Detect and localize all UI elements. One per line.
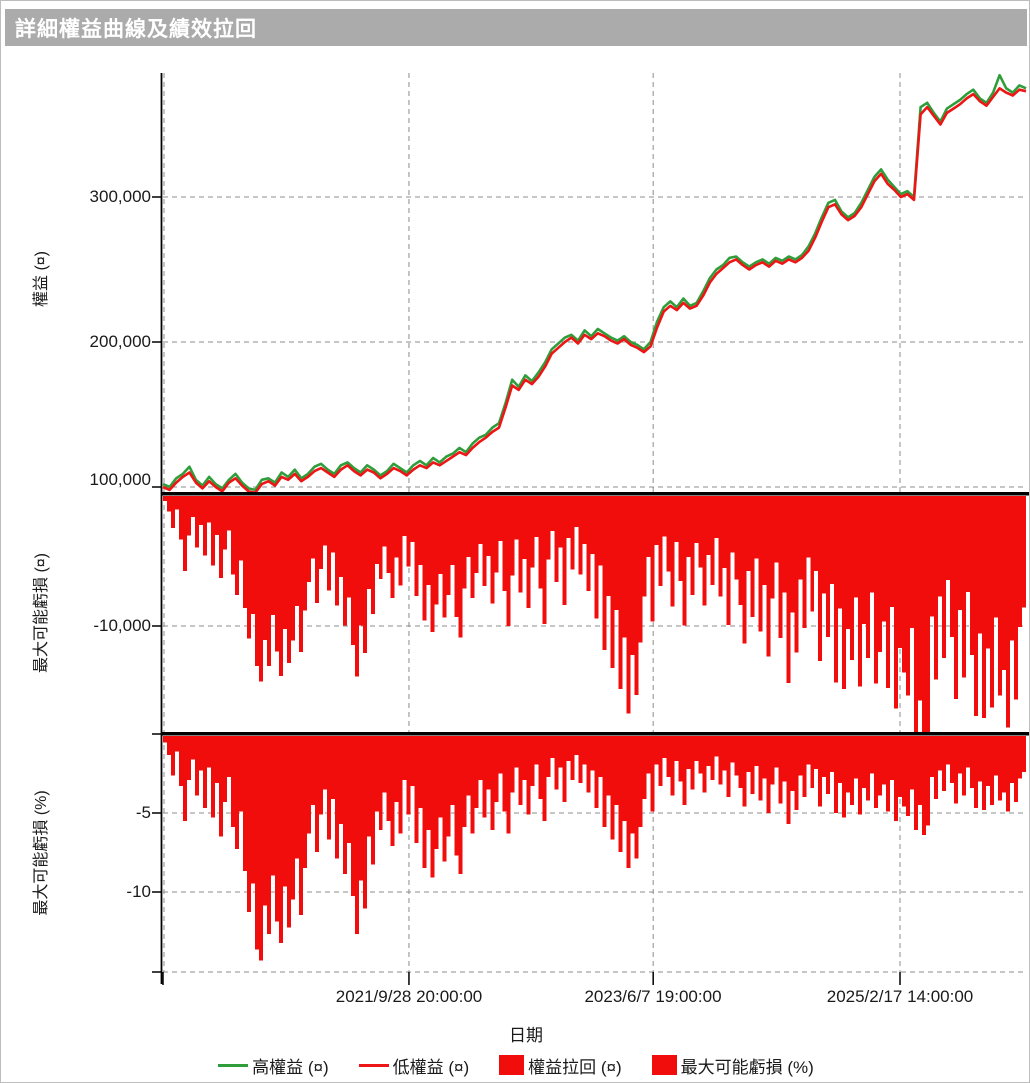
- x-tick-2023: 2023/6/7 19:00:00: [584, 987, 722, 1006]
- legend: 高權益 (¤) 低權益 (¤) 權益拉回 (¤) 最大可能虧損 (%): [1, 1050, 1029, 1080]
- legend-item-equity-high: 高權益 (¤): [218, 1053, 329, 1078]
- equity-tick-300000: 300,000: [89, 187, 151, 206]
- x-tick-2025: 2025/2/17 14:00:00: [826, 987, 974, 1006]
- equity-curves: [162, 73, 1027, 495]
- equity-axis-title: 權益 (¤): [33, 250, 50, 308]
- drawdown-percent-area: [163, 736, 1026, 961]
- equity-high-line-swatch: [218, 1063, 249, 1067]
- equity-tick-200000: 200,000: [89, 332, 151, 351]
- window-titlebar: 詳細權益曲線及績效拉回: [5, 9, 1027, 46]
- dd-percent-tick-minus5: -5: [135, 803, 151, 822]
- equity-low-line-swatch: [358, 1063, 389, 1067]
- legend-item-equity-low: 低權益 (¤): [358, 1053, 470, 1078]
- equity-tick-100000: 100,000: [89, 470, 151, 489]
- dd-currency-tick-minus10000: -10,000: [93, 616, 151, 635]
- legend-label: 最大可能虧損 (%): [680, 1057, 814, 1077]
- window-title: 詳細權益曲線及績效拉回: [15, 17, 257, 41]
- legend-label: 低權益 (¤): [392, 1057, 470, 1077]
- dd-percent-axis-title: 最大可能虧損 (%): [33, 790, 50, 916]
- dd-percent-tick-minus10: -10: [126, 882, 151, 901]
- drawdown-currency-area: [163, 496, 1026, 732]
- axes-and-ticks: [152, 73, 1029, 985]
- legend-label: 高權益 (¤): [252, 1057, 329, 1077]
- x-tick-2021: 2021/9/28 20:00:00: [335, 987, 483, 1006]
- x-axis-title: 日期: [509, 1026, 543, 1045]
- equity-drawdown-rect-swatch: [499, 1055, 525, 1075]
- charts-svg: [152, 73, 1029, 985]
- max-loss-rect-swatch: [651, 1055, 677, 1075]
- legend-item-equity-drawdown: 權益拉回 (¤): [499, 1053, 622, 1078]
- dd-currency-axis-title: 最大可能虧損 (¤): [33, 552, 50, 674]
- legend-label: 權益拉回 (¤): [528, 1057, 622, 1077]
- legend-item-max-loss-percent: 最大可能虧損 (%): [651, 1053, 814, 1078]
